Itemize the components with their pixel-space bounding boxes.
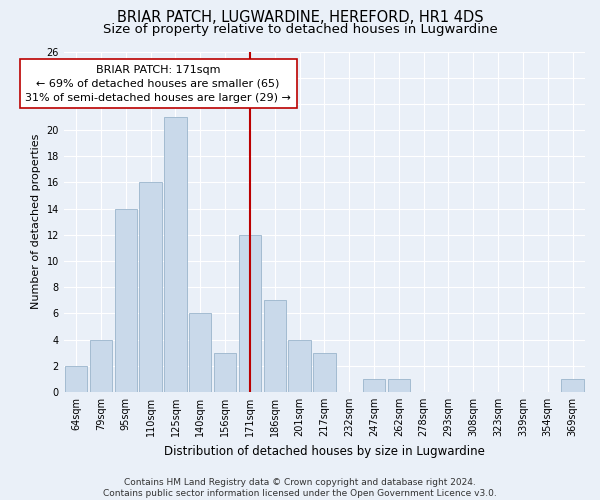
Bar [65,366,88,392]
Text: Size of property relative to detached houses in Lugwardine: Size of property relative to detached ho… [103,22,497,36]
Bar [388,379,410,392]
Bar [189,314,211,392]
Bar [139,182,162,392]
X-axis label: Distribution of detached houses by size in Lugwardine: Distribution of detached houses by size … [164,444,485,458]
Bar [562,379,584,392]
Bar [90,340,112,392]
Bar [263,300,286,392]
Bar [289,340,311,392]
Bar [313,352,335,392]
Text: BRIAR PATCH, LUGWARDINE, HEREFORD, HR1 4DS: BRIAR PATCH, LUGWARDINE, HEREFORD, HR1 4… [116,10,484,25]
Text: Contains HM Land Registry data © Crown copyright and database right 2024.
Contai: Contains HM Land Registry data © Crown c… [103,478,497,498]
Y-axis label: Number of detached properties: Number of detached properties [31,134,41,310]
Bar [115,208,137,392]
Bar [214,352,236,392]
Bar [239,235,261,392]
Bar [363,379,385,392]
Bar [164,117,187,392]
Text: BRIAR PATCH: 171sqm
← 69% of detached houses are smaller (65)
31% of semi-detach: BRIAR PATCH: 171sqm ← 69% of detached ho… [25,64,291,102]
